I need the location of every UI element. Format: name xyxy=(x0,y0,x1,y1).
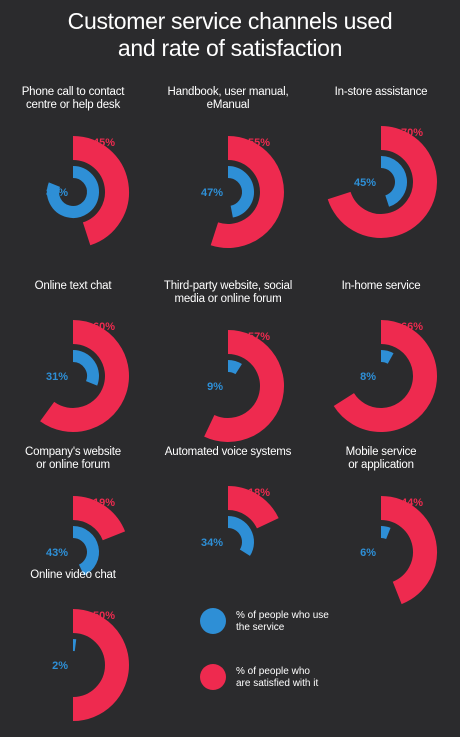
donut-chart: 70% 45% xyxy=(306,104,456,254)
donut-chart: 50% 2% xyxy=(0,587,148,737)
satisfied-arc xyxy=(381,508,425,593)
legend-label-use: % of people who use the service xyxy=(236,610,329,634)
category-label-line: In-store assistance xyxy=(306,86,456,99)
donut-chart: 57% 9% xyxy=(153,308,303,458)
satisfied-value-label: 66% xyxy=(401,321,423,333)
use-value-label: 81% xyxy=(46,187,68,199)
category-label-line: Phone call to contact xyxy=(0,86,148,99)
satisfied-value-label: 19% xyxy=(93,497,115,509)
legend-line: % of people who use xyxy=(236,610,329,622)
use-value-label: 6% xyxy=(360,547,376,559)
use-arc xyxy=(228,172,248,212)
use-arc xyxy=(381,356,391,358)
legend-line: the service xyxy=(236,622,329,634)
legend-dot-satisfied xyxy=(200,664,226,690)
satisfied-value-label: 50% xyxy=(93,610,115,622)
use-value-label: 31% xyxy=(46,371,68,383)
satisfied-value-label: 18% xyxy=(248,487,270,499)
use-value-label: 47% xyxy=(201,187,223,199)
use-arc xyxy=(228,522,248,553)
satisfied-value-label: 70% xyxy=(401,127,423,139)
category-label-line: Company's website xyxy=(0,446,148,459)
use-arc xyxy=(381,162,401,201)
satisfied-value-label: 60% xyxy=(93,321,115,333)
legend-item-satisfied: % of people who are satisfied with it xyxy=(200,664,440,700)
category-label-line: Online text chat xyxy=(0,280,148,293)
donut-chart: 18% 34% xyxy=(153,464,303,614)
category-label-line: or application xyxy=(306,459,456,472)
use-value-label: 34% xyxy=(201,537,223,549)
category-label-line: Automated voice systems xyxy=(153,446,303,459)
category-label-line: In-home service xyxy=(306,280,456,293)
satisfied-value-label: 57% xyxy=(248,331,270,343)
category-label: Online video chat xyxy=(0,569,148,582)
donut-chart: 66% 8% xyxy=(306,298,456,448)
category-label-line: media or online forum xyxy=(153,293,303,306)
use-value-label: 43% xyxy=(46,547,68,559)
category-label-line: Handbook, user manual, xyxy=(153,86,303,99)
category-label-line: or online forum xyxy=(0,459,148,472)
donut-chart: 55% 47% xyxy=(153,114,303,264)
category-label: In-store assistance xyxy=(306,86,456,99)
satisfied-arc xyxy=(339,138,425,226)
page-title: Customer service channels used and rate … xyxy=(0,8,460,62)
use-value-label: 45% xyxy=(354,177,376,189)
category-label-line: centre or help desk xyxy=(0,99,148,112)
category-label: Automated voice systems xyxy=(153,446,303,459)
legend-item-use: % of people who use the service xyxy=(200,608,440,644)
category-label-line: Online video chat xyxy=(0,569,148,582)
donut-chart: 44% 6% xyxy=(306,474,456,624)
category-label: In-home service xyxy=(306,280,456,293)
legend-label-satisfied: % of people who are satisfied with it xyxy=(236,666,318,690)
use-value-label: 8% xyxy=(360,371,376,383)
use-arc xyxy=(73,532,93,570)
satisfied-arc xyxy=(73,621,117,709)
legend-line: are satisfied with it xyxy=(236,678,318,690)
category-label-line: Third-party website, social xyxy=(153,280,303,293)
donut-chart: 60% 31% xyxy=(0,298,148,448)
use-arc xyxy=(73,356,93,383)
use-arc xyxy=(381,532,388,533)
category-label: Online text chat xyxy=(0,280,148,293)
satisfied-value-label: 55% xyxy=(248,137,270,149)
satisfied-value-label: 45% xyxy=(93,137,115,149)
category-label-line: Mobile service xyxy=(306,446,456,459)
donut-chart: 45% 81% xyxy=(0,114,148,264)
satisfied-arc xyxy=(344,332,425,420)
satisfied-value-label: 44% xyxy=(401,497,423,509)
legend-line: % of people who xyxy=(236,666,318,678)
category-label: Handbook, user manual,eManual xyxy=(153,86,303,112)
legend-dot-use xyxy=(200,608,226,634)
use-value-label: 2% xyxy=(52,660,68,672)
use-value-label: 9% xyxy=(207,381,223,393)
title-line: and rate of satisfaction xyxy=(0,35,460,62)
title-line: Customer service channels used xyxy=(0,8,460,35)
category-label-line: eManual xyxy=(153,99,303,112)
use-arc xyxy=(228,366,239,369)
